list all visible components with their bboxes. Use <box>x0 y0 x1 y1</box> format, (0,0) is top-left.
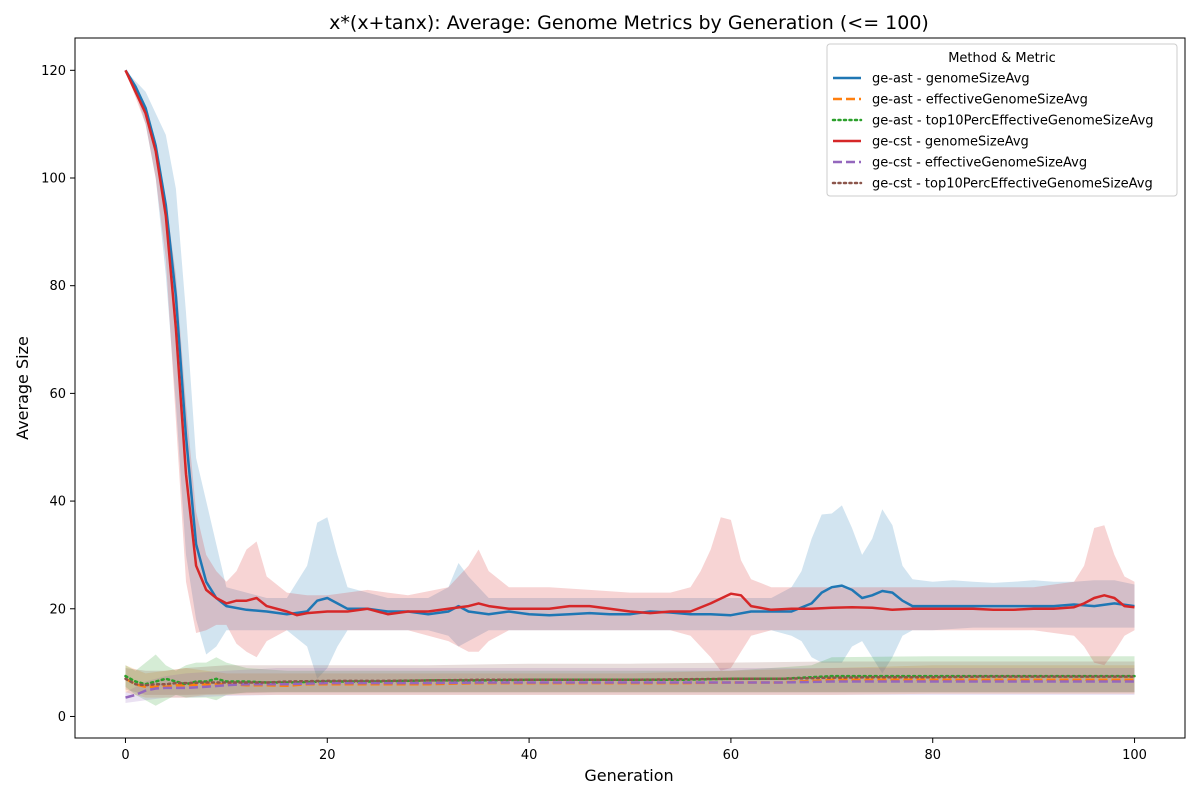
legend-label-4: ge-cst - genomeSizeAvg <box>872 135 1029 150</box>
y-tick-label: 20 <box>49 602 66 617</box>
plot-frame <box>74 37 1186 739</box>
y-tick-label: 80 <box>49 279 66 294</box>
band-6 <box>125 661 1135 695</box>
x-axis-label: Generation <box>584 766 673 785</box>
x-tick-label: 20 <box>319 748 336 763</box>
y-tick-label: 60 <box>49 387 66 402</box>
legend-title: Method & Metric <box>948 51 1056 66</box>
legend-label-5: ge-cst - effectiveGenomeSizeAvg <box>872 156 1087 171</box>
x-tick-label: 60 <box>723 748 740 763</box>
series-line-5 <box>125 680 1135 699</box>
series-line-3 <box>124 674 1136 686</box>
legend-label-6: ge-cst - top10PercEffectiveGenomeSizeAvg <box>872 177 1153 192</box>
x-tick-label: 0 <box>121 748 129 763</box>
y-tick-label: 120 <box>41 64 66 79</box>
legend-label-1: ge-ast - genomeSizeAvg <box>872 72 1030 87</box>
y-tick-label: 40 <box>49 495 66 510</box>
chart-title: x*(x+tanx): Average: Genome Metrics by G… <box>329 12 929 34</box>
series-line-1 <box>124 69 1135 617</box>
y-tick-label: 0 <box>58 710 66 725</box>
y-axis-label: Average Size <box>13 336 32 440</box>
band-2 <box>125 665 1135 698</box>
legend-items: ge-ast - genomeSizeAvg ge-ast - effective… <box>831 72 1154 192</box>
y-tick-label: 100 <box>41 172 66 187</box>
series-lines <box>124 69 1136 699</box>
band-1 <box>125 70 1135 679</box>
series-line-4 <box>124 69 1135 617</box>
series-line-6 <box>124 675 1136 687</box>
x-tick-label: 40 <box>521 748 538 763</box>
y-axis-ticks: 0 20 40 60 80 100 120 <box>41 64 75 725</box>
x-tick-label: 80 <box>924 748 941 763</box>
confidence-bands <box>125 70 1135 706</box>
x-tick-label: 100 <box>1122 748 1147 763</box>
legend-label-2: ge-ast - effectiveGenomeSizeAvg <box>872 93 1088 108</box>
x-axis-ticks: 0 20 40 60 80 100 <box>121 738 1147 763</box>
band-4 <box>125 70 1135 671</box>
legend-box <box>826 43 1178 197</box>
legend: Method & Metric ge-ast - genomeSizeAvgge… <box>826 43 1178 197</box>
legend-label-3: ge-ast - top10PercEffectiveGenomeSizeAvg <box>872 114 1154 129</box>
